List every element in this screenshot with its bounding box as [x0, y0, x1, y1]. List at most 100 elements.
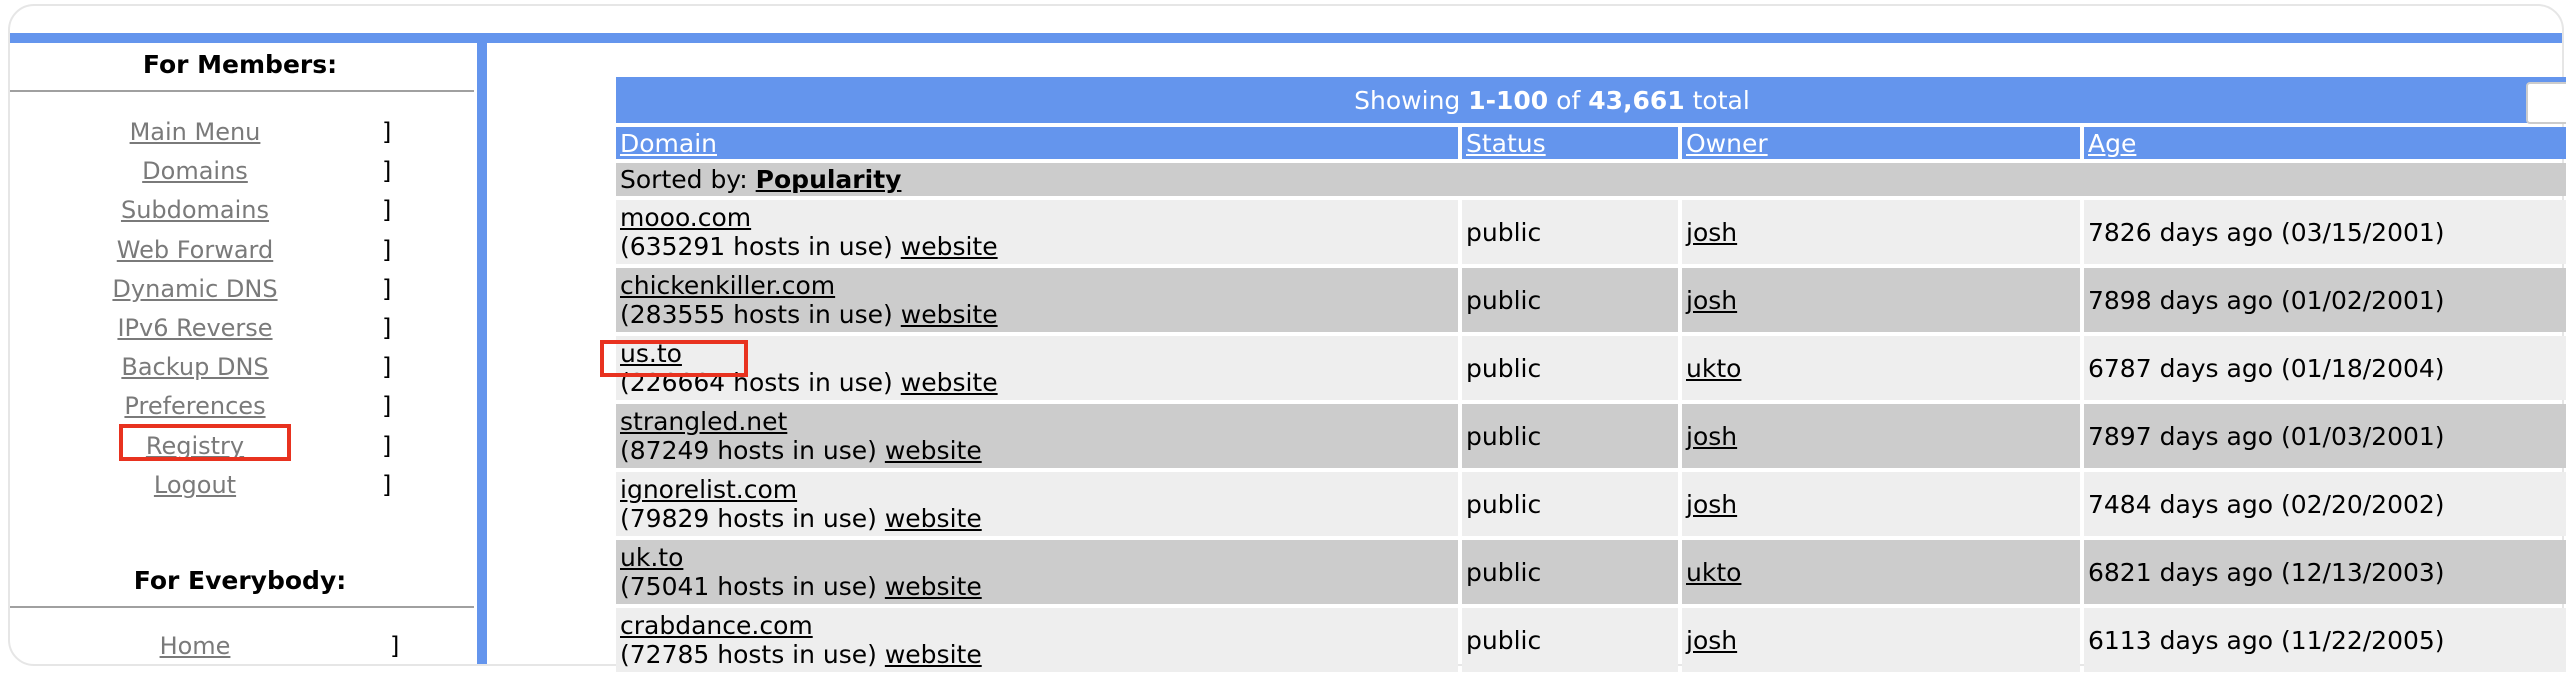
nav-link-backup-dns[interactable]: Backup DNS — [121, 353, 269, 382]
nav-link-main-menu[interactable]: Main Menu — [129, 118, 261, 146]
sort-domain-link[interactable]: Domain — [620, 128, 718, 158]
domain-link[interactable]: strangled.net — [620, 407, 788, 436]
domain-link[interactable]: mooo.com — [620, 203, 752, 232]
nav-link-domains[interactable]: Domains — [142, 157, 248, 186]
showing-summary: Showing 1-100 of 43,661 total — [616, 77, 2566, 123]
divider — [10, 606, 474, 608]
sorted-by-row: Sorted by: Popularity — [616, 163, 2566, 196]
domain-link[interactable]: chickenkiller.com — [620, 271, 836, 300]
status-cell: public — [1462, 540, 1678, 604]
nav-link-home[interactable]: Home — [159, 632, 231, 660]
website-link[interactable]: website — [900, 368, 998, 397]
bracket: ] — [382, 118, 392, 146]
nav-link-web-forward[interactable]: Web Forward — [116, 235, 274, 264]
bracket: ] — [382, 353, 392, 382]
status-cell: public — [1462, 472, 1678, 536]
hosts-count: (87249 hosts in use) — [620, 436, 885, 465]
nav-link-ipv6-reverse[interactable]: IPv6 Reverse — [117, 314, 273, 342]
status-cell: public — [1462, 608, 1678, 672]
domain-link[interactable]: ignorelist.com — [620, 475, 798, 504]
status-cell: public — [1462, 336, 1678, 400]
bracket: ] — [382, 431, 392, 460]
table-row: chickenkiller.com (283555 hosts in use) w… — [616, 268, 2566, 332]
owner-cell: josh — [1682, 404, 2080, 468]
hosts-count: (75041 hosts in use) — [620, 572, 885, 601]
owner-cell: josh — [1682, 268, 2080, 332]
age-cell: 7897 days ago (01/03/2001) — [2084, 404, 2566, 468]
domain-cell: crabdance.com (72785 hosts in use) websit… — [616, 608, 1458, 672]
owner-cell: josh — [1682, 608, 2080, 672]
owner-link[interactable]: ukto — [1686, 353, 1742, 383]
table-row: crabdance.com (72785 hosts in use) websit… — [616, 608, 2566, 672]
table-row: us.to (226664 hosts in use) website public… — [616, 336, 2566, 400]
domain-link[interactable]: uk.to — [620, 543, 684, 572]
bracket: ] — [382, 392, 392, 421]
age-cell: 6113 days ago (11/22/2005) — [2084, 608, 2566, 672]
website-link[interactable]: website — [884, 504, 982, 533]
owner-cell: josh — [1682, 472, 2080, 536]
age-cell: 7484 days ago (02/20/2002) — [2084, 472, 2566, 536]
bracket: ] — [382, 470, 392, 499]
hosts-count: (226664 hosts in use) — [620, 368, 901, 397]
website-link[interactable]: website — [884, 572, 982, 601]
owner-link[interactable]: josh — [1686, 421, 1738, 451]
domain-link[interactable]: crabdance.com — [620, 611, 813, 640]
everybody-heading: For Everybody: — [133, 566, 347, 595]
website-link[interactable]: website — [884, 436, 982, 465]
hosts-count: (635291 hosts in use) — [620, 232, 901, 261]
bracket: ] — [390, 632, 400, 660]
highlight-box-us-to — [600, 340, 748, 377]
table-row: ignorelist.com (79829 hosts in use) websi… — [616, 472, 2566, 536]
top-accent-bar — [10, 33, 2562, 43]
domain-cell: uk.to (75041 hosts in use) website — [616, 540, 1458, 604]
column-header-owner: Owner — [1682, 127, 2080, 159]
table-row: uk.to (75041 hosts in use) website public u… — [616, 540, 2566, 604]
hosts-count: (79829 hosts in use) — [620, 504, 885, 533]
domain-cell: mooo.com (635291 hosts in use) website — [616, 200, 1458, 264]
nav-link-registry[interactable]: Registry — [145, 431, 245, 460]
domain-list-table: Showing 1-100 of 43,661 total Domain Sta… — [612, 73, 2566, 676]
table-row: mooo.com (635291 hosts in use) website pub… — [616, 200, 2566, 264]
age-cell: 7826 days ago (03/15/2001) — [2084, 200, 2566, 264]
owner-link[interactable]: josh — [1686, 217, 1738, 247]
sort-age-link[interactable]: Age — [2088, 128, 2137, 158]
owner-cell: josh — [1682, 200, 2080, 264]
column-header-age: Age — [2084, 127, 2566, 159]
status-cell: public — [1462, 200, 1678, 264]
page-jump-input[interactable] — [2526, 82, 2566, 124]
owner-link[interactable]: josh — [1686, 625, 1738, 655]
website-link[interactable]: website — [884, 640, 982, 669]
bracket: ] — [382, 196, 392, 225]
owner-link[interactable]: josh — [1686, 285, 1738, 315]
owner-link[interactable]: ukto — [1686, 557, 1742, 587]
sort-popularity-link[interactable]: Popularity — [755, 165, 902, 194]
website-link[interactable]: website — [900, 232, 998, 261]
owner-cell: ukto — [1682, 540, 2080, 604]
sort-status-link[interactable]: Status — [1466, 128, 1546, 158]
owner-link[interactable]: josh — [1686, 489, 1738, 519]
bracket: ] — [382, 157, 392, 186]
bracket: ] — [382, 235, 392, 264]
nav-link-logout[interactable]: Logout — [153, 470, 237, 499]
column-header-domain: Domain — [616, 127, 1458, 159]
owner-cell: ukto — [1682, 336, 2080, 400]
column-header-status: Status — [1462, 127, 1678, 159]
bracket: ] — [382, 274, 392, 303]
divider — [10, 90, 474, 92]
highlight-box-registry — [119, 424, 291, 461]
table-row: strangled.net (87249 hosts in use) websit… — [616, 404, 2566, 468]
domain-cell: strangled.net (87249 hosts in use) websit… — [616, 404, 1458, 468]
hosts-count: (72785 hosts in use) — [620, 640, 885, 669]
sort-owner-link[interactable]: Owner — [1686, 128, 1768, 158]
website-link[interactable]: website — [900, 300, 998, 329]
nav-link-preferences[interactable]: Preferences — [124, 392, 266, 421]
age-cell: 6821 days ago (12/13/2003) — [2084, 540, 2566, 604]
status-cell: public — [1462, 268, 1678, 332]
sidebar-divider — [477, 43, 487, 664]
members-heading: For Members: — [142, 50, 338, 79]
status-cell: public — [1462, 404, 1678, 468]
domain-cell: chickenkiller.com (283555 hosts in use) w… — [616, 268, 1458, 332]
nav-link-subdomains[interactable]: Subdomains — [120, 196, 270, 225]
age-cell: 7898 days ago (01/02/2001) — [2084, 268, 2566, 332]
nav-link-dynamic-dns[interactable]: Dynamic DNS — [112, 274, 278, 303]
